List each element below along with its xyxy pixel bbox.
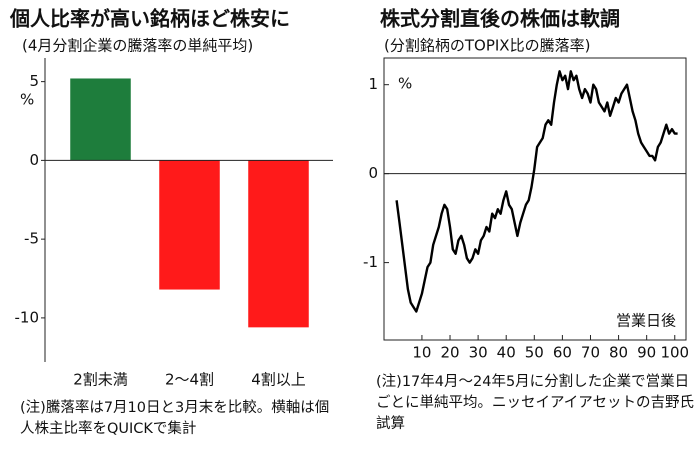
bar <box>70 78 131 161</box>
chart-title: 個人比率が高い銘柄ほど株安に <box>9 7 290 31</box>
x-tick-label: 2～4割 <box>165 371 214 389</box>
x-tick-label: 40 <box>497 344 516 362</box>
y-tick-label: -5 <box>24 230 39 248</box>
x-tick-label: 50 <box>525 344 544 362</box>
x-tick-label: 4割以上 <box>251 371 306 389</box>
x-tick-label: 80 <box>609 344 628 362</box>
chart-subtitle: (4月分割企業の騰落率の単純平均) <box>22 37 253 55</box>
y-tick-label: 1 <box>368 75 378 93</box>
y-tick-label: -1 <box>363 253 378 271</box>
x-tick-label: 90 <box>637 344 656 362</box>
x-tick-label: 20 <box>440 344 459 362</box>
bar <box>159 160 220 290</box>
y-unit: % <box>398 75 412 93</box>
x-tick-label: 30 <box>469 344 488 362</box>
y-tick-label: 0 <box>368 164 378 182</box>
chart-subtitle: (分割銘柄のTOPIX比の騰落率) <box>384 37 590 55</box>
x-tick-label: 60 <box>553 344 572 362</box>
x-tick-label: 70 <box>581 344 600 362</box>
line-series <box>395 70 678 313</box>
y-tick-label: 5 <box>29 72 39 90</box>
x-tick-label: 2割未満 <box>73 371 128 389</box>
y-tick-label: -10 <box>15 308 40 326</box>
plot-frame <box>383 57 687 341</box>
x-axis-label: 営業日後 <box>616 312 676 330</box>
chart-title: 株式分割直後の株価は軟調 <box>380 7 620 31</box>
x-tick-label: 100 <box>660 344 689 362</box>
note: (注)騰落率は7月10日と3月末を比較。横軸は個人株主比率をQUICKで集計 <box>20 400 330 437</box>
x-tick-label: 10 <box>412 344 431 362</box>
note: (注)17年4月～24年5月に分割した企業で営業日ごとに単純平均。ニッセイアイア… <box>376 374 694 432</box>
bar <box>248 160 309 328</box>
y-unit: % <box>20 91 34 109</box>
y-tick-label: 0 <box>29 151 39 169</box>
